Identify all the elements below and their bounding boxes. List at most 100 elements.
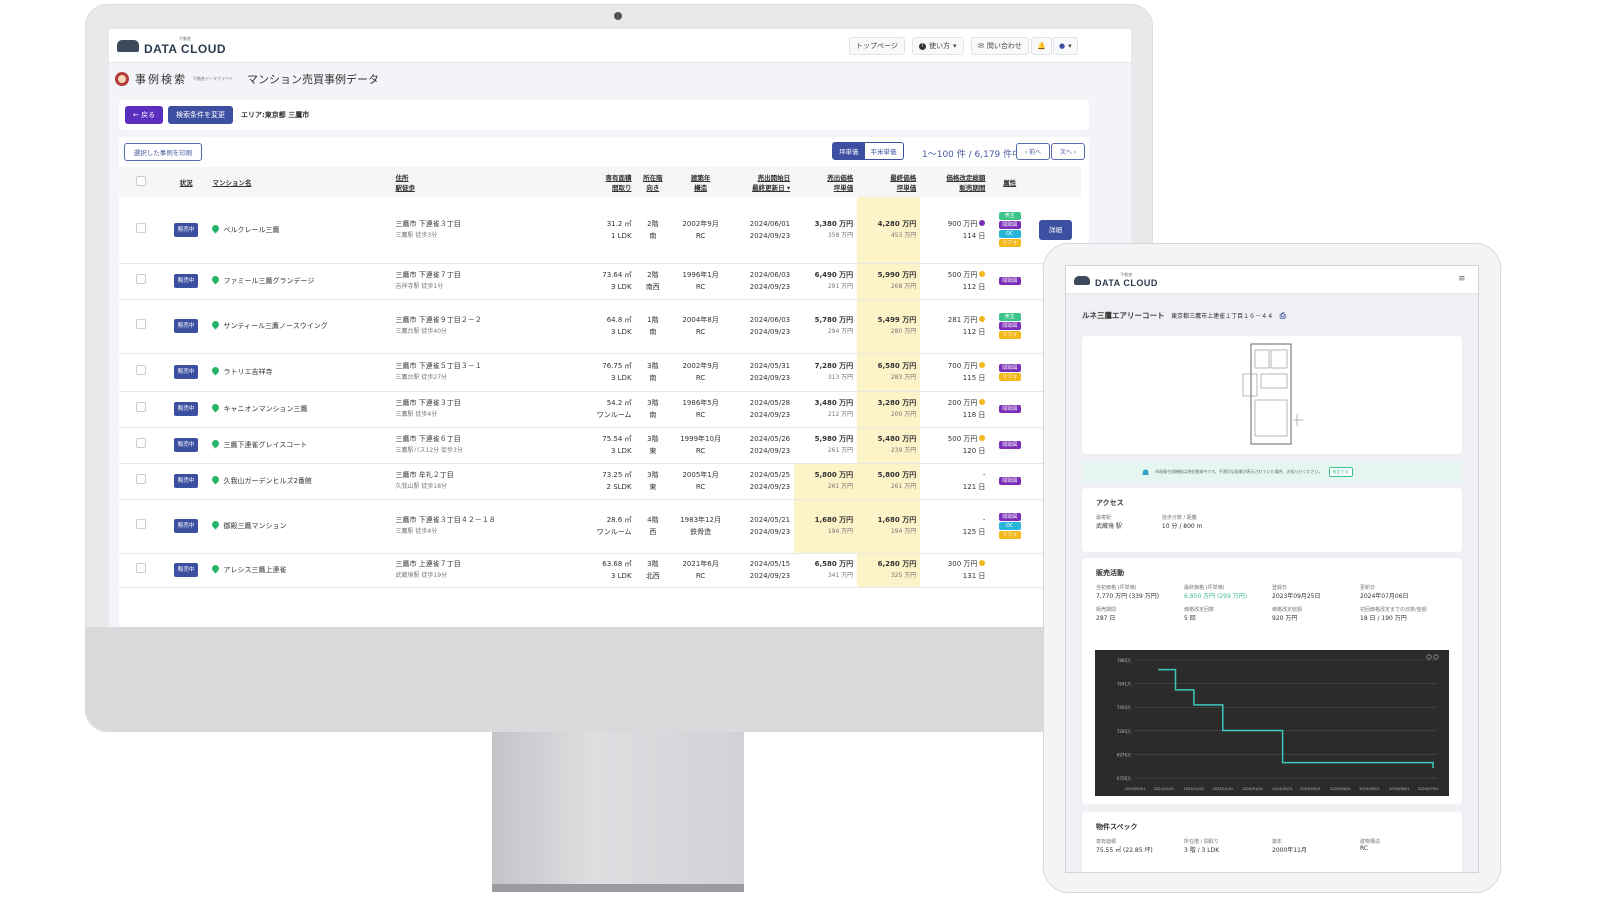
row-checkbox[interactable] [136,274,147,284]
attribute-badge: OC [998,522,1021,530]
floor-cell: 3階東 [635,427,671,464]
revision-total: 200 万円 [947,399,978,407]
property-name[interactable]: 御殿三鷹マンション [223,522,287,530]
built-text: 2004年8月 [682,316,719,324]
info-item: 築年 2000年11月 [1272,838,1360,854]
layout-text: ワンルーム [596,528,632,536]
table-row[interactable]: 販売中 三鷹下連雀グレイスコート 三鷹市 下連雀６丁目 三鷹駅バス12分 徒歩3分… [119,427,1081,464]
built-cell: 2002年9月 RC [670,197,732,264]
name-cell[interactable]: 久我山ガーデンヒルズ2番館 [208,463,392,500]
revision-total: 700 万円 [947,362,978,370]
row-checkbox[interactable] [136,519,147,529]
row-checkbox[interactable] [136,402,147,412]
row-checkbox[interactable] [136,319,147,329]
property-name[interactable]: ラトリエ吉祥寺 [223,368,273,376]
table-row[interactable]: 販売中 久我山ガーデンヒルズ2番館 三鷹市 牟礼２丁目 久我山駅 徒歩18分 73… [119,463,1081,500]
col-address[interactable]: 住所 駅徒歩 [391,167,575,197]
property-name[interactable]: ベルクレール三鷹 [223,225,280,234]
price-text: 5,980 万円 [814,435,854,443]
print-icon[interactable]: ⎙ [1279,311,1286,320]
table-row[interactable]: 販売中 ファミール三鷹グランデージ 三鷹市 下連雀７丁目 吉祥寺駅 徒歩1分 73… [119,263,1081,300]
name-cell[interactable]: 御殿三鷹マンション [208,499,392,554]
tablet-header: 不動産 DATA CLOUD ≡ [1066,266,1478,294]
table-row[interactable]: 販売中 ラトリエ吉祥寺 三鷹市 下連雀５丁目３－１ 三鷹台駅 徒歩27分 76.7… [119,353,1081,392]
contact-button[interactable]: ✉ 問い合わせ [971,37,1029,55]
map-pin-icon [211,563,221,574]
name-cell[interactable]: キャニオンマンション三鷹 [208,391,392,428]
x-tick-label: 2024/05/01 [1359,787,1380,791]
name-cell[interactable]: ベルクレール三鷹 [208,197,392,264]
tsubo-tab[interactable]: 坪単価 [833,143,865,159]
sales-title: 販売活動 [1096,569,1124,577]
notification-button[interactable]: 🔔 [1031,37,1052,55]
change-condition-button[interactable]: 検索条件を変更 [168,106,233,124]
print-selected-button[interactable]: 選択した事例を印刷 [124,143,202,161]
results-body: 販売中 ベルクレール三鷹 三鷹市 下連雀３丁目 三鷹駅 徒歩3分 31.2 ㎡ 1 … [119,197,1081,588]
info-item: 徒歩分数 / 距離 10 分 / 800 m [1162,514,1203,530]
col-revision[interactable]: 価格改定総額 販売期間 [920,167,990,197]
property-name[interactable]: 三鷹下連雀グレイスコート [223,441,308,449]
col-floor[interactable]: 所在階 向き [635,167,671,197]
row-checkbox[interactable] [136,365,147,375]
floor-cell: 3階 北西 [635,553,671,588]
x-tick-label: 2024/02/01 [1272,787,1293,791]
status-badge: 販売中 [173,519,199,533]
zoom-in-icon [1426,654,1432,660]
row-checkbox[interactable] [136,438,147,448]
attribute-badge: OC [998,230,1021,239]
table-row[interactable]: 販売中 御殿三鷹マンション 三鷹市 下連雀３丁目４２－１８ 三鷹駅 徒歩4分 28… [119,499,1081,554]
name-cell[interactable]: サンティール三鷹ノースウイング [208,299,392,354]
table-row[interactable]: 販売中 キャニオンマンション三鷹 三鷹市 下連雀３丁目 三鷹駅 徒歩4分 54.2… [119,391,1081,428]
name-cell[interactable]: ラトリエ吉祥寺 [208,353,392,392]
table-row[interactable]: 販売中 ベルクレール三鷹 三鷹市 下連雀３丁目 三鷹駅 徒歩3分 31.2 ㎡ 1 … [119,197,1081,264]
howto-button[interactable]: ? 使い方 ▾ [912,37,964,55]
col-price[interactable]: 売出価格 坪単価 [794,167,858,197]
property-name[interactable]: サンティール三鷹ノースウイング [223,322,328,330]
station-text: 三鷹駅 徒歩3分 [395,231,438,239]
hamburger-menu-icon[interactable]: ≡ [1458,274,1466,284]
detail-button[interactable]: 詳細 [1039,219,1073,240]
final-cell: 5,990 万円 268 万円 [857,263,921,300]
prev-page-button[interactable]: ‹ 前へ [1016,143,1050,160]
area-cell: 73.25 ㎡ 2 SLDK [574,463,636,500]
dates-cell: 2024/06/03 2024/09/23 [731,299,795,354]
property-name[interactable]: ファミール三鷹グランデージ [223,277,315,285]
back-button[interactable]: ← 戻る [125,106,164,124]
price-tsubo-text: 261 万円 [827,447,854,454]
start-date: 2024/06/03 [749,316,791,324]
property-name[interactable]: アレシス三鷹上連雀 [223,566,287,574]
tablet-logo[interactable]: 不動産 DATA CLOUD [1074,270,1158,290]
col-name[interactable]: マンション名 [208,167,392,197]
monitor-chin [86,627,1152,731]
app-logo[interactable]: 不動産 DATA CLOUD [117,36,226,56]
property-name[interactable]: 久我山ガーデンヒルズ2番館 [223,477,312,485]
row-checkbox[interactable] [136,222,147,233]
camera-dot [614,12,622,20]
col-built[interactable]: 建築年 構造 [670,167,732,197]
name-cell[interactable]: アレシス三鷹上連雀 [208,553,392,588]
top-page-button[interactable]: トップページ [849,37,905,55]
col-dates[interactable]: 売出開始日 最終更新日 ▾ [731,167,795,197]
final-price-text: 5,990 万円 [877,271,917,279]
attribute-badge: 間取図 [998,277,1021,285]
property-name[interactable]: キャニオンマンション三鷹 [223,405,308,413]
revision-total: 281 万円 [947,316,978,324]
tablet-screen: 不動産 DATA CLOUD ≡ ルネ三鷹エアリーコート 東京都三鷹市上連雀１丁… [1065,265,1479,873]
col-status[interactable]: 状況 [163,167,209,197]
row-checkbox[interactable] [136,474,147,484]
next-page-button[interactable]: 次へ › [1051,143,1085,160]
station-text: 三鷹台駅 徒歩40分 [395,328,448,335]
col-area[interactable]: 専有面積 間取り [574,167,636,197]
table-row[interactable]: 販売中 アレシス三鷹上連雀 三鷹市 上連雀７丁目 武蔵境駅 徒歩19分 63.68… [119,553,1081,588]
table-row[interactable]: 販売中 サンティール三鷹ノースウイング 三鷹市 下連雀９丁目２－２ 三鷹台駅 徒歩… [119,299,1081,354]
row-checkbox[interactable] [136,563,147,573]
name-cell[interactable]: 三鷹下連雀グレイスコート [208,427,392,464]
monitor-stand [492,732,744,890]
user-menu-button[interactable]: ● ▾ [1053,37,1078,55]
heibei-tab[interactable]: 平米単価 [870,148,897,156]
monitor-stand-base [492,884,744,892]
name-cell[interactable]: ファミール三鷹グランデージ [208,263,392,300]
select-all-checkbox[interactable] [136,176,147,186]
col-final[interactable]: 最終価格 坪単価 [857,167,921,197]
report-button[interactable]: 報告する [1328,467,1353,477]
